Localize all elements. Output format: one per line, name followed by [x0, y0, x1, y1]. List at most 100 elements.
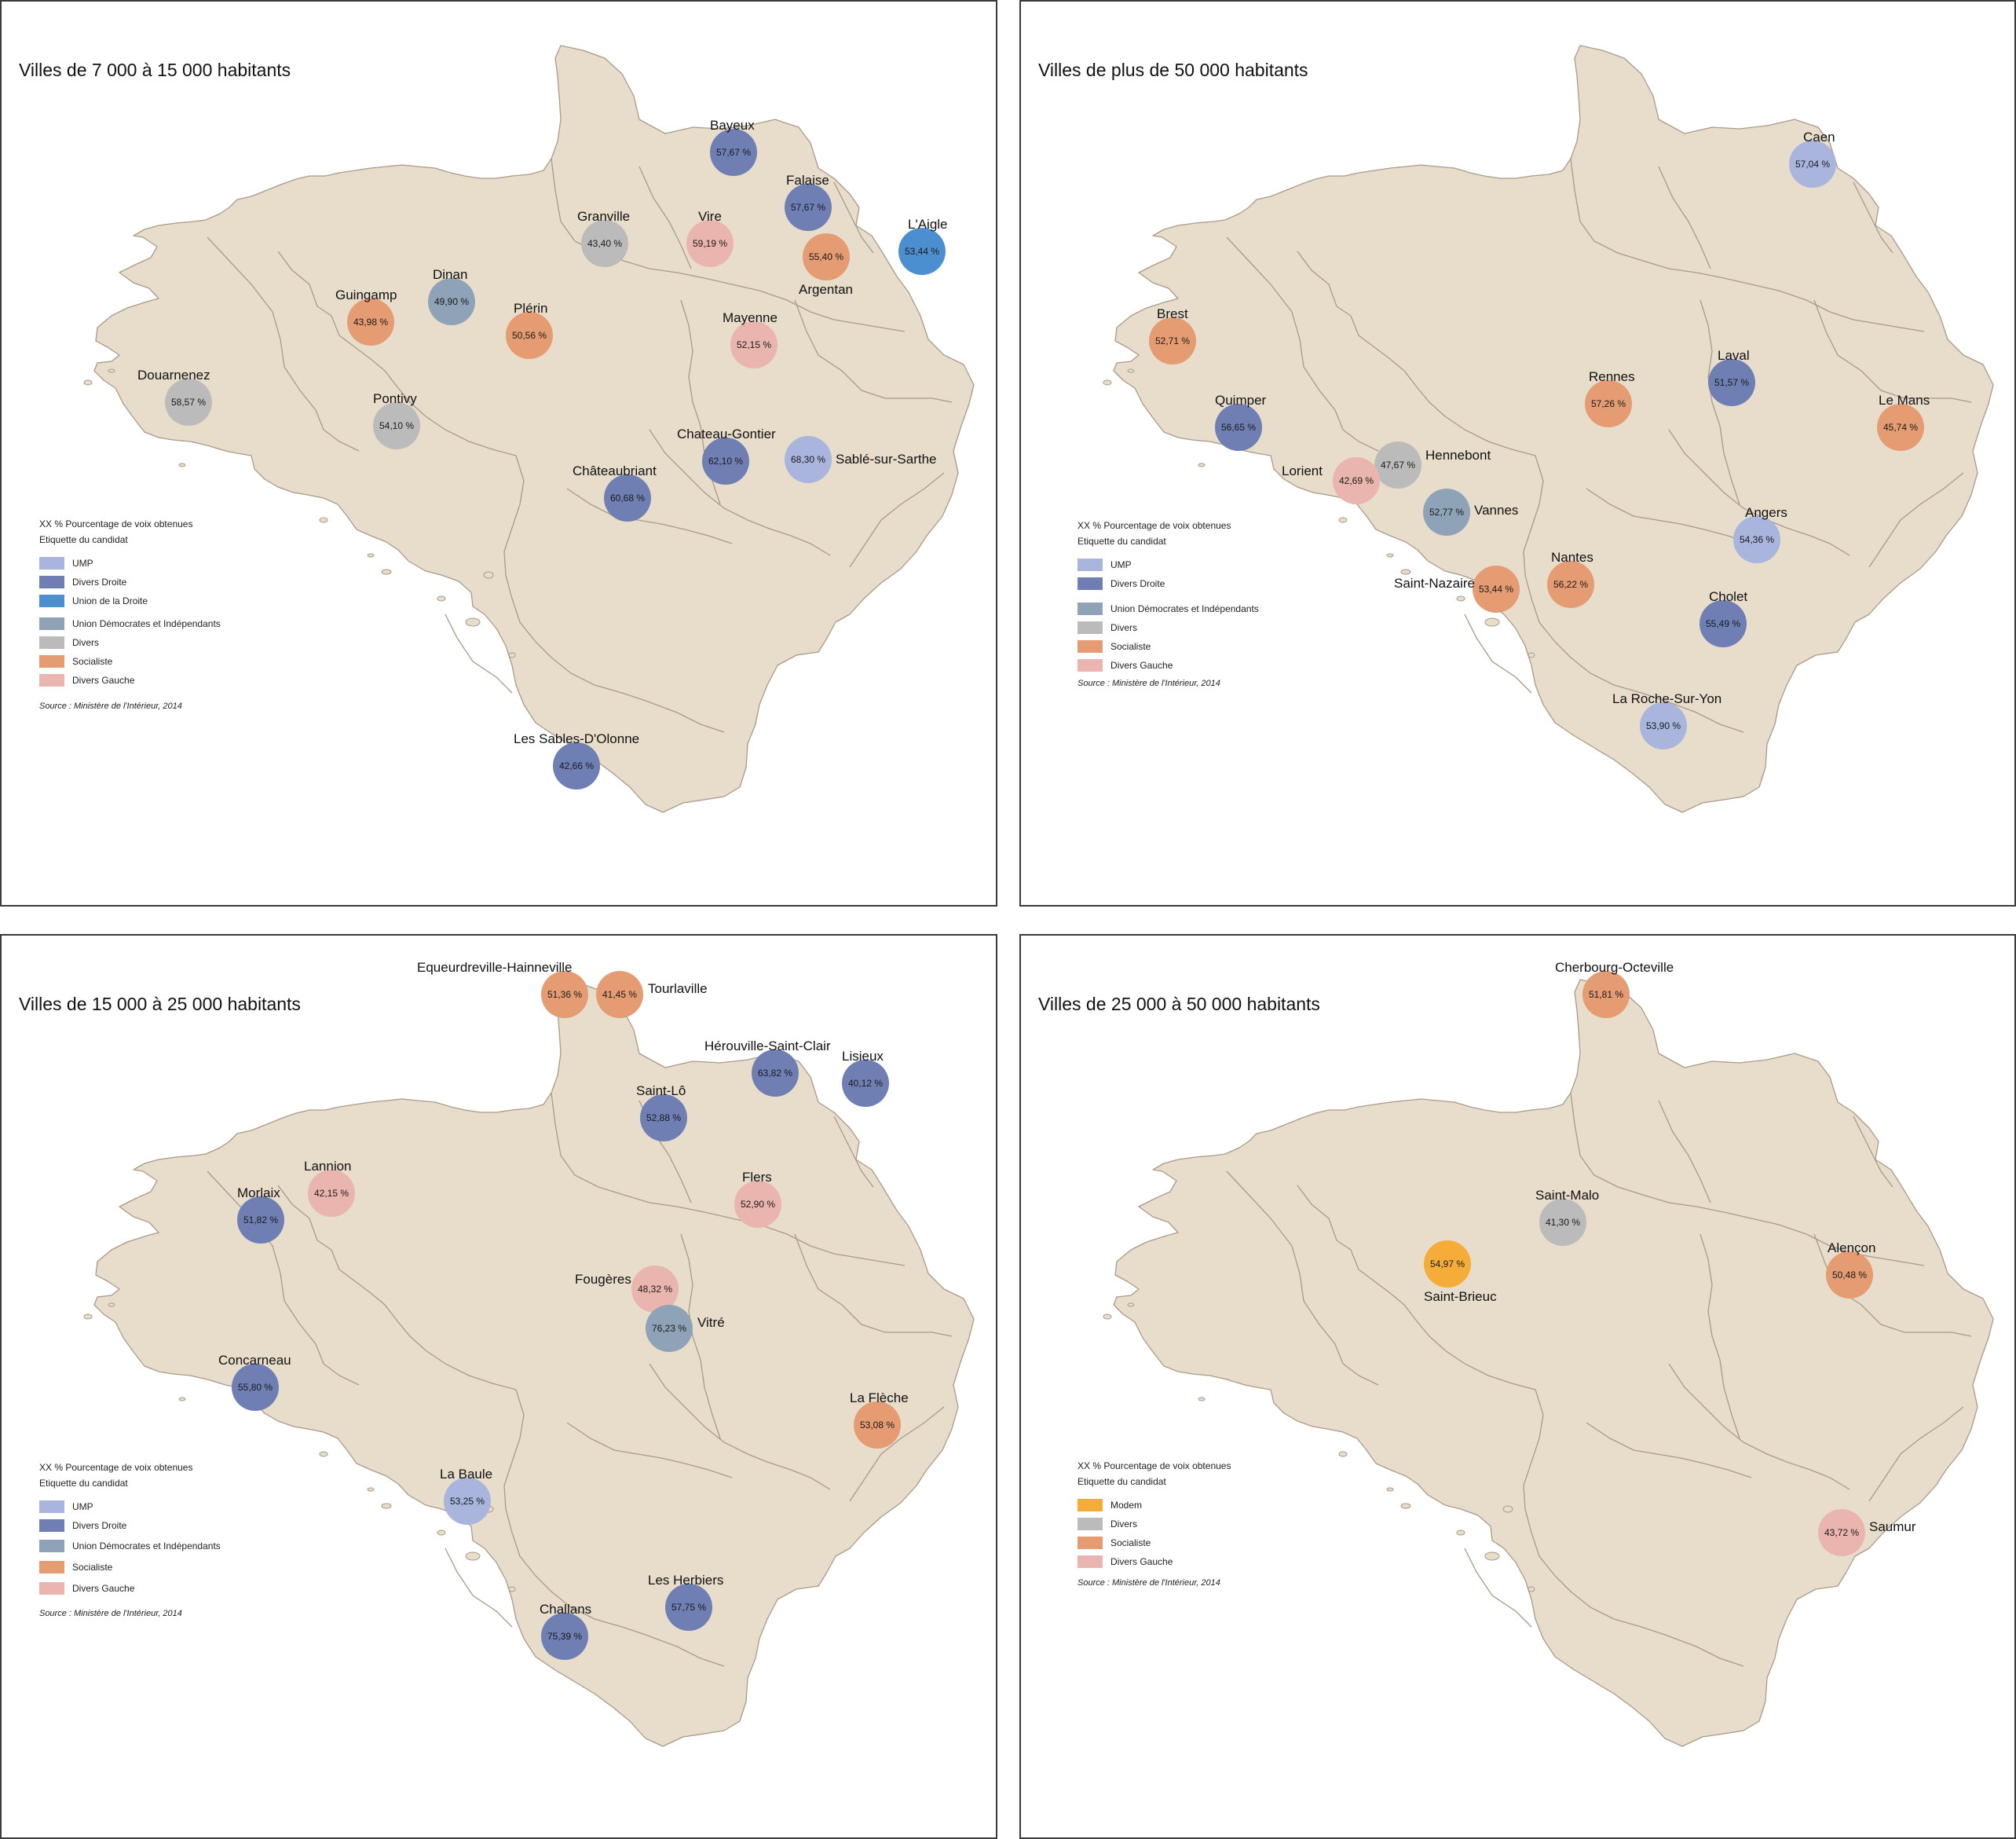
- vote-share-circle: 52,77 %: [1423, 489, 1470, 536]
- legend-item: Socialiste: [1078, 639, 1151, 654]
- legend-item-label: Divers Gauche: [1110, 660, 1173, 671]
- city-name-label: Flers: [742, 1170, 772, 1185]
- legend-item-label: UMP: [1110, 559, 1132, 570]
- panel-title: Villes de 15 000 à 25 000 habitants: [19, 994, 301, 1014]
- vote-share-circle: 43,40 %: [581, 220, 628, 267]
- map-base: [1103, 979, 1994, 1747]
- department-boundary: [638, 166, 692, 269]
- legend-item: Divers Gauche: [1078, 1555, 1173, 1569]
- legend-header-label: Etiquette du candidat: [1078, 1476, 1166, 1487]
- department-boundary: [833, 1115, 874, 1188]
- department-boundary: [1868, 1406, 1964, 1502]
- city-name-label: Cholet: [1709, 589, 1748, 604]
- legend-item-label: Divers: [72, 637, 100, 648]
- department-boundary: [1464, 1548, 1532, 1628]
- city-name-label: Chateau-Gontier: [677, 427, 776, 441]
- islet: [1528, 1586, 1535, 1592]
- legend-swatch: [39, 636, 64, 649]
- vote-share-circle: 57,04 %: [1789, 141, 1836, 188]
- islet: [1127, 368, 1135, 373]
- legend-swatch: [39, 557, 64, 570]
- legend-swatch: [1078, 1518, 1103, 1530]
- legend-header-value: XX % Pourcentage de voix obtenues: [1078, 520, 1231, 531]
- vote-share-circle: 57,75 %: [665, 1584, 712, 1631]
- city-name-label: Lisieux: [842, 1049, 884, 1064]
- vote-share-circle: 57,26 %: [1585, 380, 1632, 427]
- islet: [1386, 553, 1394, 558]
- vote-share-circle: 54,97 %: [1424, 1240, 1471, 1288]
- legend-item: Divers Gauche: [39, 1581, 134, 1595]
- vote-share-circle: 51,57 %: [1708, 359, 1755, 406]
- city-name-label: Argentan: [799, 282, 853, 297]
- city-name-label: Châteaubriant: [573, 463, 657, 478]
- legend-item-label: Union Démocrates et Indépendants: [72, 618, 221, 629]
- department-boundary: [1668, 429, 1850, 556]
- department-boundary: [649, 429, 831, 556]
- islet: [108, 368, 115, 373]
- city-name-label: Saint-Brieuc: [1424, 1289, 1497, 1304]
- islet: [1338, 1451, 1348, 1457]
- panel-title: Villes de plus de 50 000 habitants: [1038, 60, 1308, 80]
- vote-share-circle: 42,69 %: [1333, 457, 1380, 504]
- panel-title: Villes de 25 000 à 50 000 habitants: [1038, 994, 1320, 1014]
- legend-header-value: XX % Pourcentage de voix obtenues: [39, 1462, 193, 1473]
- islet: [465, 617, 481, 627]
- region-landmass: [93, 45, 975, 813]
- vote-share-circle: 52,71 %: [1149, 317, 1196, 365]
- vote-share-circle: 47,67 %: [1374, 441, 1421, 489]
- city-name-label: Pontivy: [373, 391, 417, 406]
- department-boundary: [1586, 488, 1752, 544]
- legend-item-label: Divers Gauche: [72, 1583, 135, 1594]
- legend-swatch: [39, 655, 64, 668]
- legend-swatch: [39, 595, 64, 607]
- department-boundary: [1297, 251, 1536, 456]
- vote-share-circle: 51,36 %: [541, 971, 588, 1018]
- city-name-label: Saint-Nazaire: [1394, 576, 1475, 591]
- islet: [508, 652, 516, 658]
- legend-item: Modem: [1078, 1498, 1142, 1512]
- city-name-label: Dinan: [433, 267, 468, 282]
- legend-swatch: [1078, 1499, 1103, 1511]
- department-boundary: [1813, 299, 1972, 403]
- vote-share-circle: 43,98 %: [347, 299, 394, 346]
- department-boundary: [277, 251, 517, 456]
- vote-share-circle: 53,90 %: [1640, 702, 1687, 749]
- islet: [178, 463, 186, 467]
- city-name-label: La Baule: [440, 1467, 493, 1482]
- legend-swatch: [1078, 640, 1103, 653]
- legend-item: Union Démocrates et Indépendants: [39, 617, 221, 631]
- vote-share-circle: 60,68 %: [604, 474, 651, 522]
- map-base: [83, 45, 975, 813]
- islet: [483, 571, 494, 579]
- department-boundary: [207, 236, 360, 452]
- islet: [437, 1529, 446, 1536]
- department-boundary: [566, 1422, 733, 1478]
- islet: [508, 1586, 516, 1592]
- city-name-label: Concarneau: [218, 1353, 291, 1368]
- vote-share-circle: 49,90 %: [428, 278, 475, 325]
- islet: [1400, 1503, 1411, 1509]
- department-boundary: [1868, 472, 1964, 568]
- map-panel-7000-15000: Villes de 7 000 à 15 000 habitants 57,67…: [0, 0, 997, 907]
- department-boundary: [445, 614, 513, 694]
- city-name-label: Caen: [1803, 130, 1835, 145]
- legend-swatch: [1078, 603, 1103, 615]
- legend-item: UMP: [39, 556, 93, 570]
- city-name-label: Brest: [1157, 306, 1188, 321]
- vote-share-circle: 55,80 %: [232, 1364, 279, 1411]
- islet: [1484, 1551, 1500, 1561]
- legend-swatch: [39, 617, 64, 630]
- legend-item: Socialiste: [39, 1560, 112, 1574]
- city-name-label: L'Aigle: [908, 217, 948, 232]
- legend-source: Source : Ministère de l'Intérieur, 2014: [39, 702, 182, 711]
- legend-item: Socialiste: [1078, 1536, 1151, 1550]
- city-name-label: Quimper: [1215, 393, 1267, 408]
- city-name-label: Morlaix: [237, 1185, 280, 1200]
- department-boundary: [1570, 158, 1925, 332]
- vote-share-circle: 57,67 %: [710, 129, 757, 176]
- city-name-label: Fougères: [575, 1272, 631, 1287]
- legend-item: Divers Gauche: [1078, 658, 1173, 672]
- islet: [1502, 1505, 1513, 1513]
- department-boundary: [566, 488, 733, 544]
- vote-share-circle: 55,40 %: [803, 233, 850, 280]
